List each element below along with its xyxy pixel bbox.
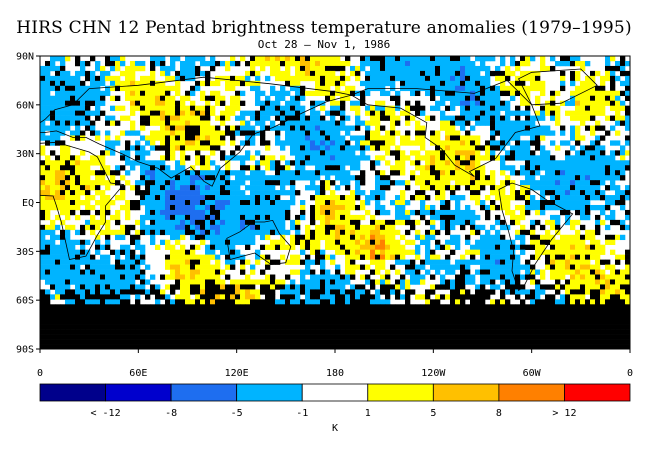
chart-subtitle: Oct 28 – Nov 1, 1986: [257, 38, 391, 51]
lon-tick-label: 60W: [523, 368, 542, 379]
colorbar-unit: K: [332, 423, 338, 434]
colorbar-tick-label: -8: [165, 408, 177, 419]
colorbar-swatch: [564, 383, 631, 402]
colorbar-swatch: [170, 383, 238, 402]
chart-title: HIRS CHN 12 Pentad brightness temperatur…: [16, 18, 632, 38]
colorbar-tick-label: > 12: [552, 408, 576, 419]
colorbar-tick-label: < -12: [91, 408, 121, 419]
latitude-axis: 90N 60N 30N EQ 30S 60S 90S: [16, 52, 40, 356]
colorbar-swatch: [236, 383, 303, 402]
lat-tick-label: EQ: [22, 198, 34, 209]
lon-tick-label: 120W: [421, 368, 446, 379]
colorbar: < -12 -8 -5 -1 1 5 8 > 12: [39, 383, 631, 419]
colorbar-tick-label: 5: [430, 408, 436, 419]
lat-tick-label: 90N: [16, 52, 34, 63]
lat-tick-label: 30N: [16, 149, 34, 160]
colorbar-swatch: [367, 383, 434, 402]
colorbar-tick-label: -1: [296, 408, 308, 419]
lon-tick-label: 180: [326, 368, 344, 379]
longitude-axis: 0 60E 120E 180 120W 60W 0: [37, 349, 633, 379]
lat-tick-label: 90S: [16, 345, 34, 356]
colorbar-swatch: [39, 383, 106, 402]
lon-tick-label: 0: [37, 368, 43, 379]
colorbar-swatch: [301, 383, 369, 402]
lat-tick-label: 60N: [16, 100, 34, 111]
lat-tick-label: 30S: [16, 247, 34, 258]
anomaly-field: [40, 56, 630, 349]
colorbar-swatch: [498, 383, 565, 402]
lon-tick-label: 120E: [225, 368, 249, 379]
colorbar-swatch: [432, 383, 500, 402]
coastline-outline: [40, 68, 598, 292]
colorbar-tick-label: 1: [365, 408, 371, 419]
lon-tick-label: 0: [627, 368, 633, 379]
lon-tick-label: 60E: [129, 368, 147, 379]
colorbar-tick-label: -5: [231, 408, 243, 419]
colorbar-tick-label: 8: [496, 408, 502, 419]
colorbar-swatch: [105, 383, 172, 402]
lat-tick-label: 60S: [16, 296, 34, 307]
